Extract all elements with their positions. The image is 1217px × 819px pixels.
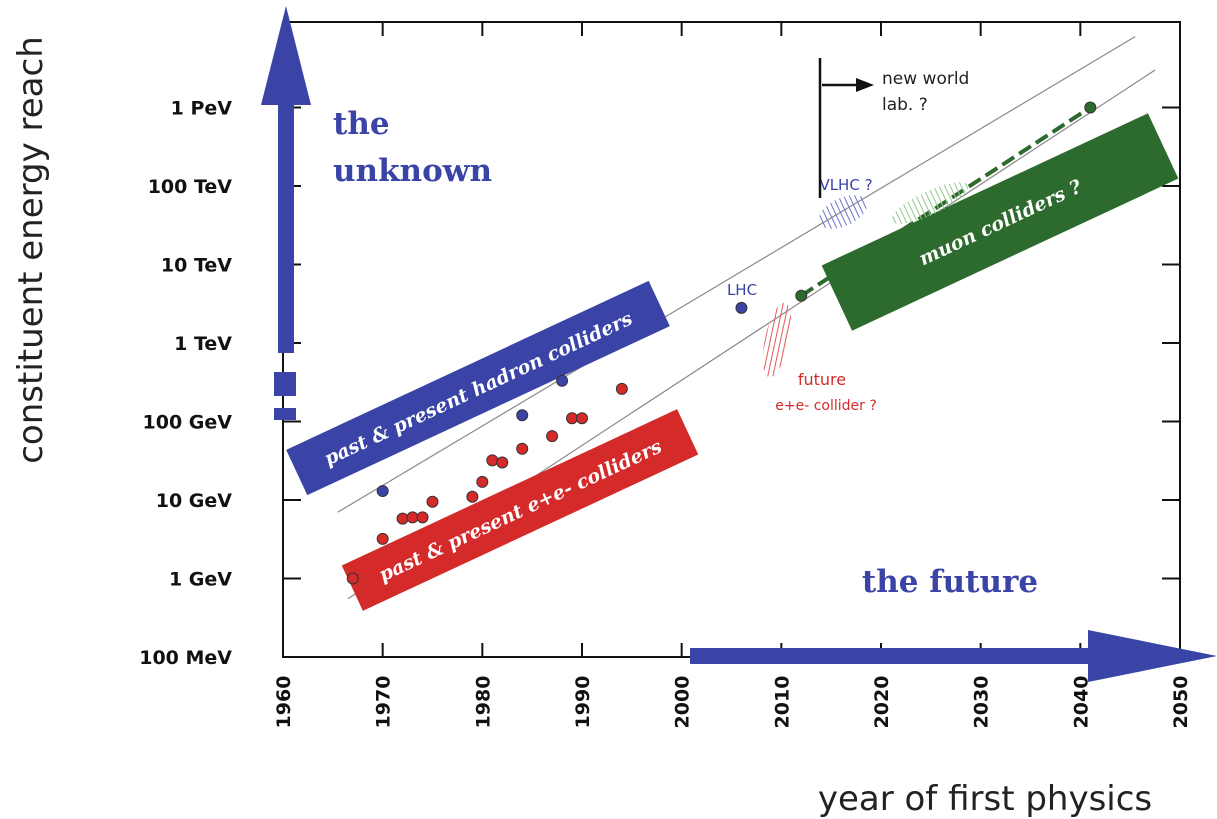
- unknown-arrow-dash: [274, 372, 296, 396]
- data-point: [516, 442, 529, 455]
- x-tick-label: 1970: [373, 676, 395, 729]
- unknown-arrow-head: [261, 6, 311, 105]
- future-ee-label-2: e+e- collider ?: [775, 398, 877, 414]
- x-tick-label: 2010: [771, 676, 793, 729]
- x-tick-label: 2050: [1170, 676, 1192, 729]
- data-point: [406, 511, 419, 524]
- data-point: [486, 454, 499, 467]
- data-point: [376, 532, 389, 545]
- lhc-label: LHC: [727, 281, 757, 299]
- data-point: [516, 409, 529, 422]
- future-ee-hatch: [762, 302, 792, 378]
- new-world-arrow-head: [856, 78, 874, 92]
- data-point: [346, 572, 359, 585]
- x-tick-label: 1990: [572, 676, 594, 729]
- hadron-band-rect: [286, 280, 670, 496]
- new-world-label-2: lab. ?: [882, 95, 928, 115]
- y-axis-title: constituent energy reach: [11, 36, 51, 464]
- series-past-present-hadron-colliders: [376, 301, 748, 498]
- the-unknown-line2: unknown: [333, 153, 492, 189]
- data-point: [615, 382, 628, 395]
- data-point: [1084, 101, 1097, 114]
- series-muon-colliders-: [795, 101, 1097, 302]
- data-point: [466, 490, 479, 503]
- x-tick-label: 1960: [273, 676, 295, 729]
- x-tick-label: 2000: [672, 676, 694, 729]
- x-tick-label: 2030: [971, 676, 993, 729]
- unknown-arrow-dash: [274, 408, 296, 420]
- y-tick-label: 100 TeV: [148, 176, 233, 198]
- y-tick-label: 100 MeV: [139, 647, 232, 669]
- x-tick-label: 2020: [871, 676, 893, 729]
- data-point: [416, 511, 429, 524]
- new-world-label-1: new world: [882, 69, 969, 89]
- hadron-band-label: past & present hadron colliders: [321, 308, 636, 471]
- x-tick-label: 1980: [472, 676, 494, 729]
- y-tick-label: 1 TeV: [174, 333, 232, 355]
- data-point: [546, 430, 559, 443]
- data-point: [566, 412, 579, 425]
- y-tick-label: 1 GeV: [169, 569, 232, 591]
- ee-band-rect: [341, 409, 699, 611]
- muon-band-rect: [821, 113, 1179, 331]
- y-tick-label: 10 GeV: [156, 490, 233, 512]
- future-ee-label-1: future: [798, 370, 846, 389]
- data-point: [576, 412, 588, 425]
- unknown-arrow-shaft: [278, 95, 294, 353]
- vlhc-hatch: [818, 195, 868, 229]
- the-future-label: the future: [862, 564, 1038, 600]
- ee-band-label: past & present e+e- colliders: [376, 435, 666, 586]
- future-arrow-shaft: [690, 648, 1110, 664]
- y-tick-label: 10 TeV: [161, 255, 232, 277]
- data-point: [396, 512, 409, 525]
- data-point: [556, 374, 569, 387]
- data-point: [735, 301, 748, 314]
- hadron-trend-line: [337, 36, 1136, 513]
- future-arrow-head: [1088, 630, 1217, 682]
- data-point: [426, 495, 439, 508]
- y-tick-label: 100 GeV: [143, 412, 233, 434]
- series-past-present-e-e-colliders: [346, 382, 628, 585]
- vlhc-label: VLHC ?: [819, 176, 872, 194]
- data-point: [376, 485, 389, 498]
- y-tick-label: 1 PeV: [171, 98, 233, 120]
- x-axis-title: year of first physics: [818, 779, 1152, 819]
- the-unknown-line1: the: [333, 106, 390, 142]
- x-tick-label: 2040: [1070, 676, 1092, 729]
- data-point: [795, 289, 808, 302]
- muon-band: muon colliders ?: [821, 113, 1179, 331]
- muon-hatch: [891, 182, 969, 224]
- data-point: [496, 456, 509, 469]
- data-point: [476, 475, 489, 488]
